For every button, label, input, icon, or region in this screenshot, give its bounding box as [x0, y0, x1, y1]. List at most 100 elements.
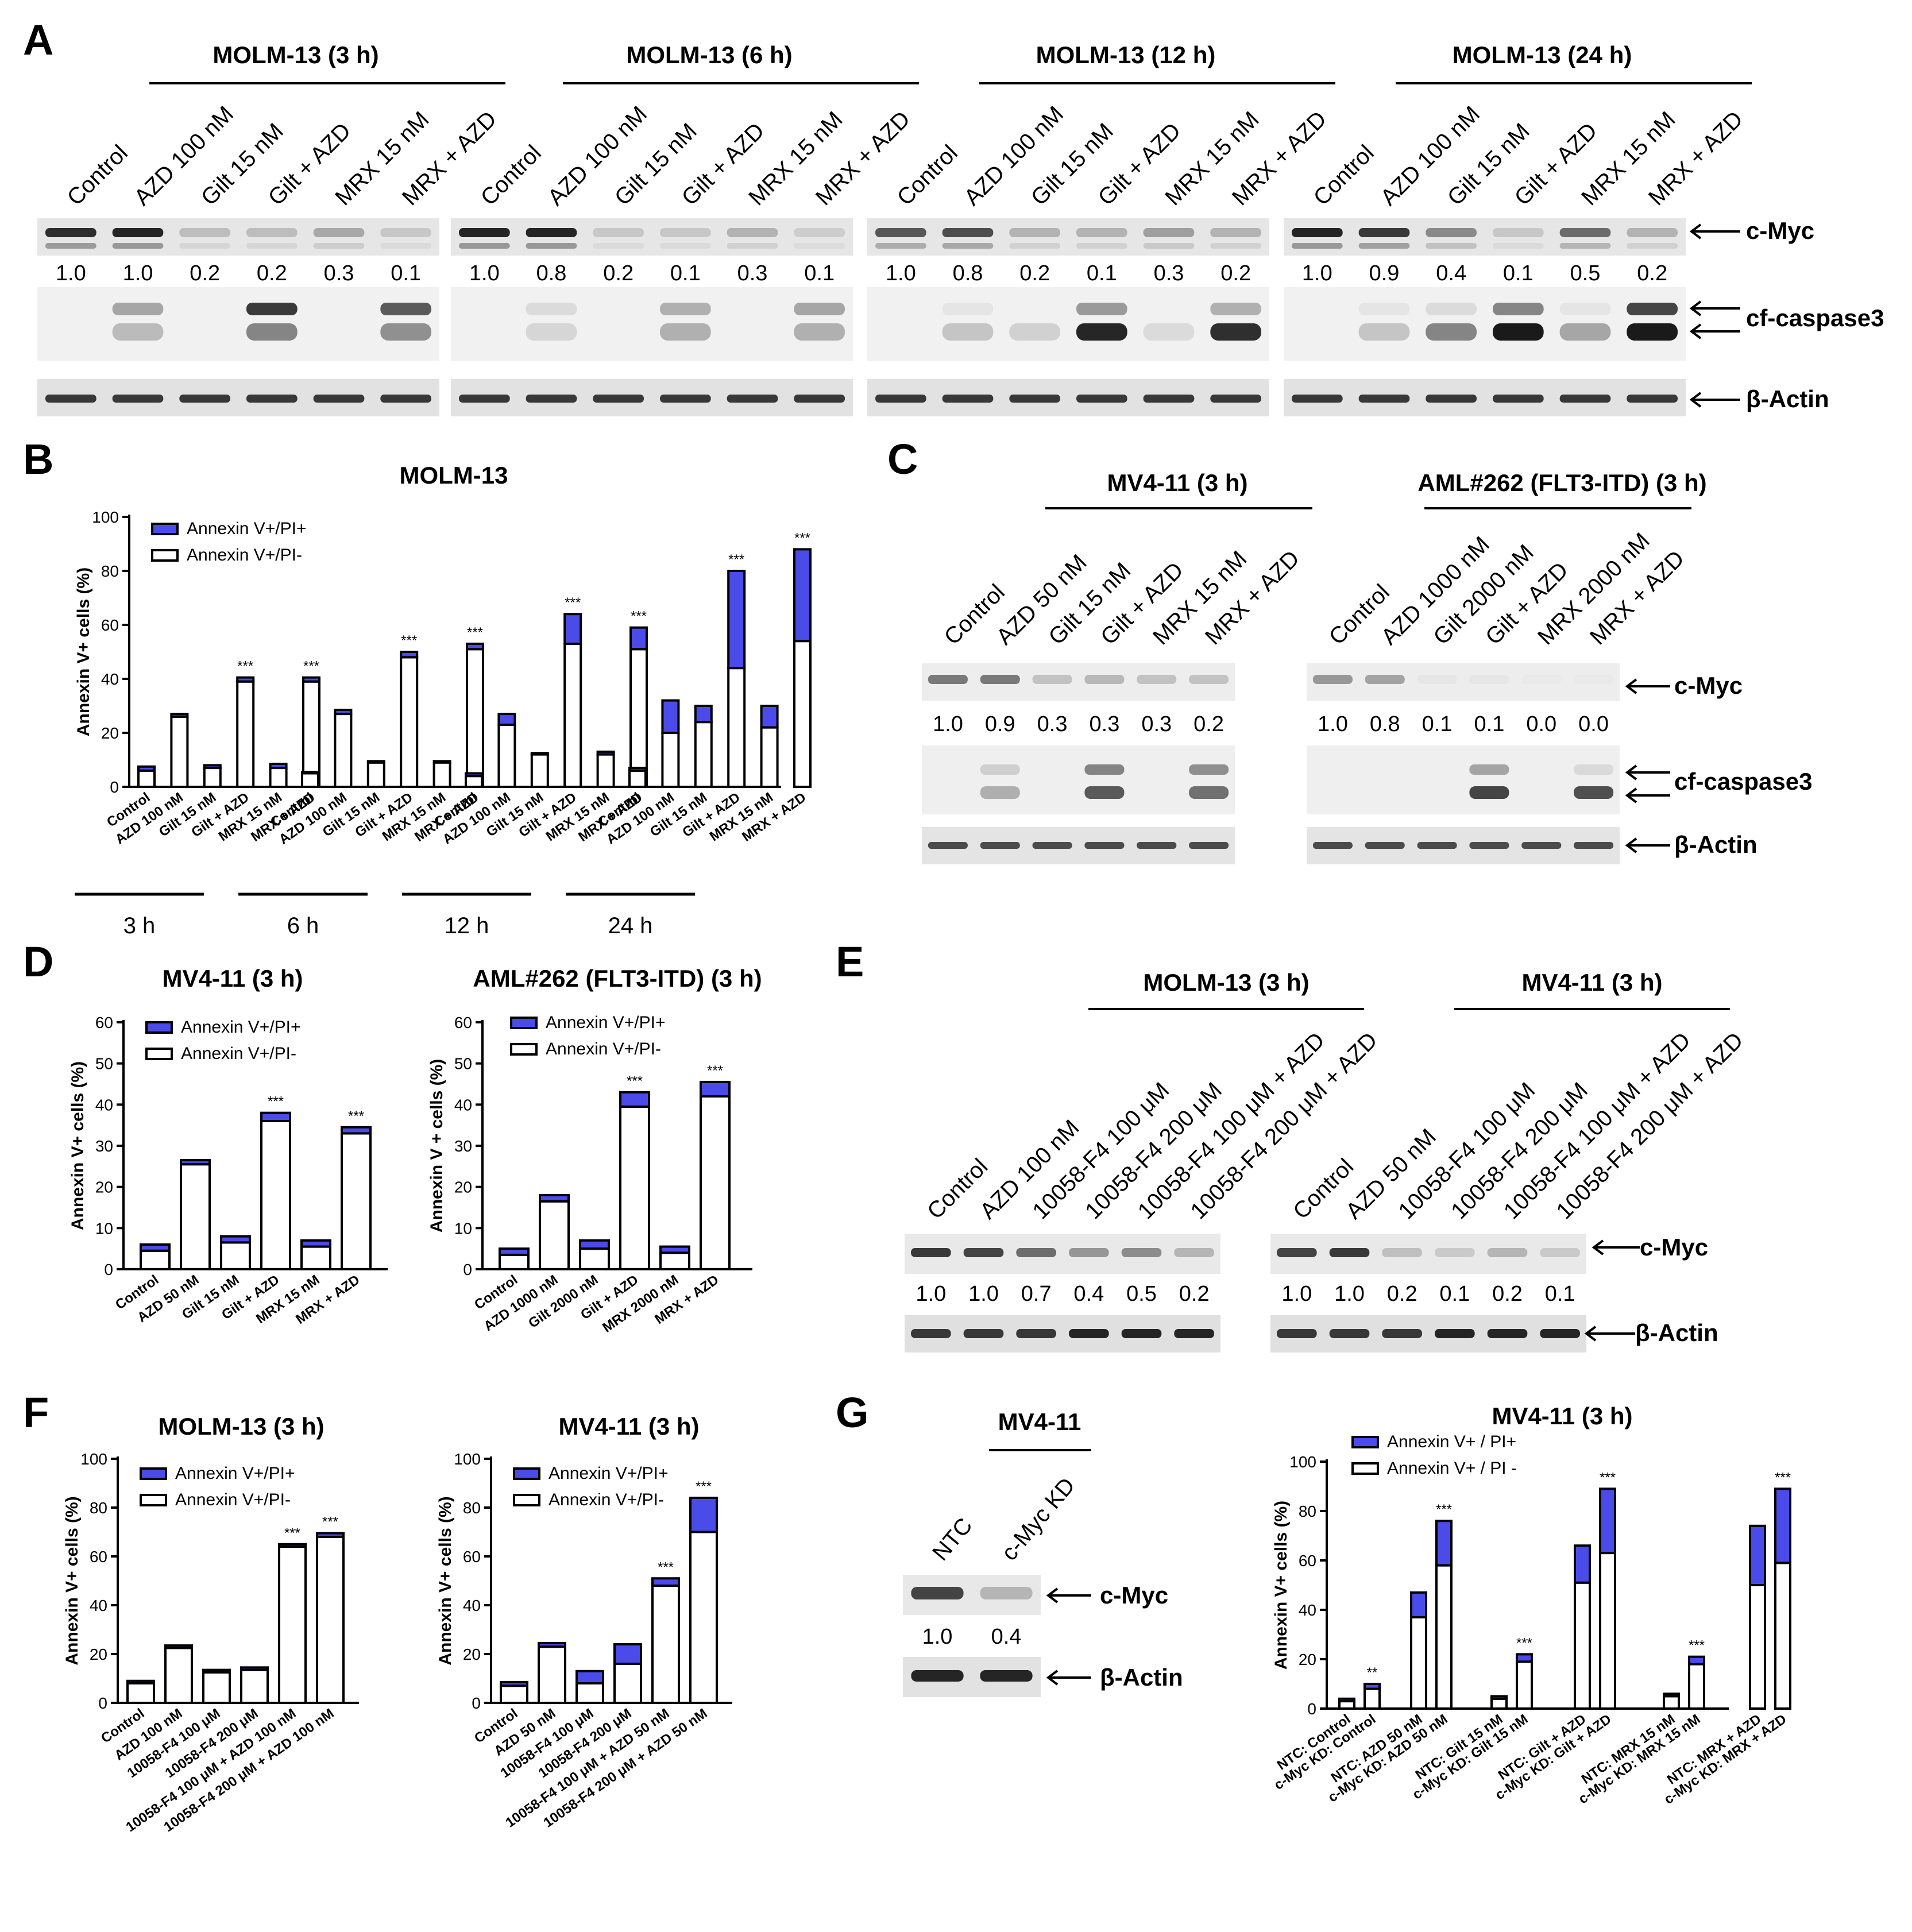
- protein-label: β-Actin: [1746, 385, 1829, 412]
- y-tick-label: 40: [454, 1096, 472, 1114]
- blot-background: [922, 663, 1235, 701]
- band-intensity-value: 0.2: [257, 261, 287, 285]
- blot-background: [451, 218, 853, 256]
- y-tick-label: 40: [95, 1096, 113, 1114]
- blot-band: [593, 228, 644, 237]
- bar-pi-minus: [202, 1671, 231, 1704]
- legend-label: Annexin V+/PI+: [181, 1018, 300, 1037]
- band-intensity-value: 1.0: [1302, 261, 1332, 285]
- y-tick-label: 30: [454, 1137, 472, 1155]
- blot-band: [1189, 675, 1229, 684]
- bar-pi-plus: [316, 1532, 345, 1538]
- blot-band: [1210, 323, 1261, 341]
- arrow-icon: [1689, 392, 1740, 408]
- bar-pi-minus: [164, 1647, 193, 1704]
- blot-band: [942, 228, 994, 237]
- band-intensity-value: 1.0: [916, 1282, 946, 1306]
- blot-band: [1174, 1329, 1214, 1338]
- blot-band: [380, 243, 431, 249]
- band-intensity-value: 0.1: [1503, 261, 1534, 285]
- significance-mark: ***: [658, 1559, 674, 1575]
- blot-band: [875, 243, 926, 249]
- blot-band: [45, 243, 96, 249]
- blot-band: [1487, 1329, 1528, 1338]
- blot-band: [1358, 228, 1410, 237]
- blot-band: [980, 675, 1020, 684]
- blot-background: [1270, 1234, 1586, 1274]
- bar-pi-plus: [240, 1666, 269, 1671]
- blot-band: [1076, 395, 1127, 403]
- blot-band: [1365, 842, 1405, 849]
- blot-band: [660, 303, 711, 315]
- bar-pi-minus: [651, 1585, 680, 1704]
- bar-pi-plus: [1574, 1544, 1591, 1584]
- bar-pi-minus: [575, 1682, 604, 1704]
- legend-swatch-pi-plus: [140, 1467, 167, 1480]
- band-intensity-value: 0.2: [603, 261, 634, 285]
- lane-label: c-Myc KD: [996, 1473, 1080, 1566]
- bar-pi-plus: [180, 1159, 211, 1166]
- legend-swatch-pi-plus: [510, 1017, 538, 1029]
- blot-band: [313, 228, 365, 237]
- bar-pi-plus: [260, 1111, 291, 1122]
- bar-pi-plus: [596, 750, 615, 756]
- panel-letter: F: [23, 1389, 49, 1436]
- bar-pi-minus: [700, 1095, 731, 1270]
- y-tick-label: 100: [1289, 1453, 1316, 1471]
- blot-band: [1358, 303, 1410, 315]
- blot-band: [1189, 786, 1229, 799]
- blot-band: [1358, 243, 1410, 249]
- protein-label: β-Actin: [1100, 1664, 1183, 1691]
- actin-blot: [1284, 379, 1686, 416]
- band-intensity-value: 0.3: [324, 261, 354, 285]
- bar-pi-plus: [1774, 1487, 1791, 1564]
- blot-band: [1365, 675, 1405, 684]
- blot-background: [37, 287, 439, 361]
- blot-band: [593, 243, 644, 249]
- blot-band: [911, 1248, 951, 1257]
- legend-label: Annexin V+/PI-: [175, 1490, 291, 1509]
- blot-band: [1084, 842, 1125, 849]
- bar-pi-minus: [236, 680, 255, 788]
- panel-letter: E: [836, 938, 864, 986]
- blot-band: [727, 395, 778, 403]
- y-tick-label: 0: [110, 778, 119, 796]
- band-intensity-value: 0.8: [536, 261, 567, 285]
- blot-band: [1435, 1248, 1475, 1257]
- panel-letter: A: [23, 16, 53, 64]
- band-intensity-value: 1.0: [1318, 712, 1348, 736]
- blot-group-title: MV4-11: [998, 1408, 1081, 1435]
- bar-pi-plus: [302, 676, 320, 683]
- blot-band: [1143, 323, 1195, 341]
- caspase-blot: [867, 287, 1269, 361]
- cmyc-blot: [37, 218, 439, 256]
- blot-band: [794, 395, 845, 403]
- chart-title: MOLM-13: [400, 462, 508, 489]
- bar-pi-minus: [619, 1105, 650, 1270]
- y-tick-label: 10: [454, 1219, 472, 1237]
- blot-band: [1032, 675, 1072, 684]
- bar-pi-minus: [1516, 1660, 1533, 1710]
- chart-title: MOLM-13 (3 h): [158, 1413, 324, 1440]
- blot-band: [1069, 1248, 1109, 1257]
- y-tick-label: 40: [463, 1597, 481, 1614]
- bar-pi-plus: [651, 1577, 680, 1587]
- blot-band: [1292, 243, 1343, 249]
- blot-band: [1382, 1248, 1422, 1257]
- blot-band: [1521, 675, 1561, 684]
- bar-pi-plus: [659, 1245, 690, 1254]
- legend-swatch-pi-plus: [145, 1021, 173, 1034]
- band-intensity-value: 0.2: [1179, 1282, 1210, 1306]
- blot-band: [1189, 842, 1229, 849]
- band-intensity-value: 0.2: [1492, 1282, 1523, 1306]
- lane-label: Control: [893, 140, 963, 210]
- cmyc-blot: [867, 218, 1269, 256]
- chart-title: AML#262 (FLT3-ITD) (3 h): [473, 965, 762, 992]
- band-intensity-value: 0.2: [1387, 1282, 1417, 1306]
- blot-band: [1174, 1248, 1214, 1257]
- bar-pi-minus: [465, 775, 483, 788]
- blot-band: [1069, 1329, 1109, 1338]
- bar-pi-plus: [793, 548, 812, 643]
- y-tick-label: 50: [95, 1055, 113, 1073]
